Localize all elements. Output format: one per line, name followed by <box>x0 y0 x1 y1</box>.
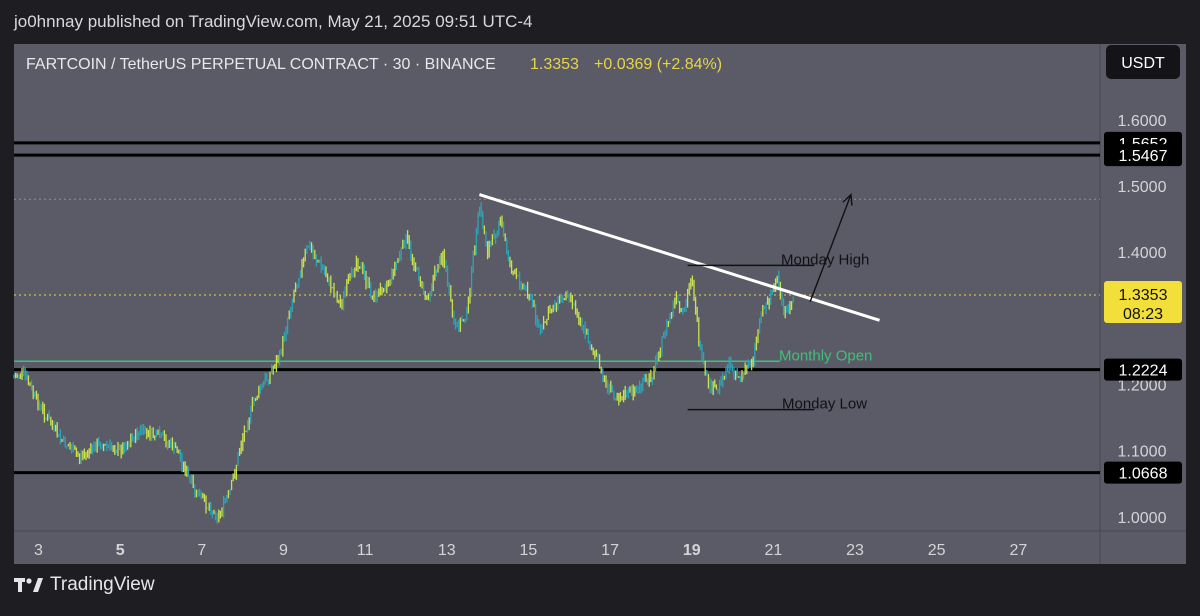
footer <box>0 566 1200 616</box>
x-tick-label: 21 <box>764 542 782 559</box>
projection-arrow-head <box>842 193 853 206</box>
last-price-label: 1.3353 <box>1119 287 1168 304</box>
symbol-price: 1.3353 <box>530 56 579 73</box>
x-tick-label: 27 <box>1009 542 1027 559</box>
y-tick-label: 1.0000 <box>1118 510 1167 527</box>
level-badge-label: 1.2224 <box>1119 363 1168 380</box>
monday-low-label: Monday Low <box>782 396 867 413</box>
x-tick-label: 5 <box>116 542 125 559</box>
y-tick-label: 1.6000 <box>1118 113 1167 130</box>
x-tick-label: 25 <box>928 542 946 559</box>
x-tick-label: 9 <box>279 542 288 559</box>
x-tick-label: 7 <box>197 542 206 559</box>
x-tick-label: 13 <box>438 542 456 559</box>
x-tick-label: 17 <box>601 542 619 559</box>
currency-button[interactable]: USDT <box>1106 45 1180 79</box>
symbol-change: +0.0369 (+2.84%) <box>594 56 722 73</box>
projection-arrow-shaft[interactable] <box>809 194 852 303</box>
publish-text: jo0hnnay published on TradingView.com, M… <box>14 12 533 31</box>
countdown-label: 08:23 <box>1123 306 1163 323</box>
level-badge <box>1104 461 1182 484</box>
level-badge-label: 1.5467 <box>1119 148 1168 165</box>
x-tick-label: 11 <box>357 542 374 559</box>
y-tick-label: 1.5000 <box>1118 179 1167 196</box>
monthly-open-label: Monthly Open <box>779 347 872 364</box>
y-tick-label: 1.4000 <box>1118 245 1167 262</box>
level-badge <box>1104 358 1182 381</box>
last-price-badge <box>1104 280 1182 323</box>
chart-panel <box>14 44 1186 564</box>
tradingview-logo[interactable]: TradingView <box>14 574 155 596</box>
descending-trend-line[interactable] <box>478 193 880 322</box>
y-tick-label: 1.1000 <box>1118 444 1167 461</box>
x-tick-label: 3 <box>34 542 43 559</box>
x-tick-label: 23 <box>846 542 864 559</box>
symbol-title: FARTCOIN / TetherUS PERPETUAL CONTRACT ·… <box>26 56 496 73</box>
level-badge <box>1104 144 1182 167</box>
level-badge-label: 1.0668 <box>1119 466 1168 483</box>
brand-name: TradingView <box>50 574 155 595</box>
x-tick-label: 19 <box>683 542 701 559</box>
currency-label[interactable]: USDT <box>1121 55 1165 72</box>
monday-high-label: Monday High <box>781 251 869 268</box>
x-tick-label: 15 <box>520 542 538 559</box>
y-tick-label: 1.2000 <box>1118 377 1167 394</box>
tradingview-logo-icon <box>14 578 43 592</box>
publish-header: jo0hnnay published on TradingView.com, M… <box>0 0 1200 44</box>
